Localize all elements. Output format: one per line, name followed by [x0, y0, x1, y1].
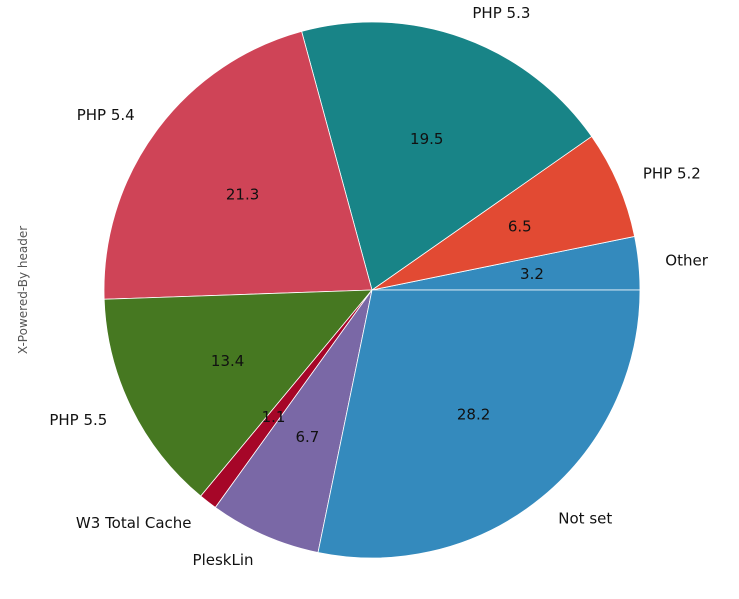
slice-label: PHP 5.4 [77, 106, 135, 124]
y-axis-label: X-Powered-By header [16, 226, 30, 354]
slice-label: PleskLin [193, 551, 254, 569]
slice-percent-label: 19.5 [410, 130, 443, 148]
slice-label: Other [665, 251, 708, 269]
slice-label: PHP 5.3 [472, 4, 530, 22]
slice-label: PHP 5.2 [643, 165, 701, 183]
slice-label: PHP 5.5 [49, 411, 107, 429]
slice-percent-label: 28.2 [457, 406, 490, 424]
slice-percent-label: 1.1 [262, 408, 286, 426]
slice-percent-label: 13.4 [211, 352, 244, 370]
slice-label: W3 Total Cache [76, 514, 192, 532]
slice-label: Not set [558, 509, 612, 527]
slice-percent-label: 21.3 [226, 186, 259, 204]
slice-percent-label: 6.5 [508, 218, 532, 236]
slice-percent-label: 6.7 [295, 428, 319, 446]
slice-percent-label: 3.2 [520, 265, 544, 283]
pie-slices [104, 22, 640, 558]
